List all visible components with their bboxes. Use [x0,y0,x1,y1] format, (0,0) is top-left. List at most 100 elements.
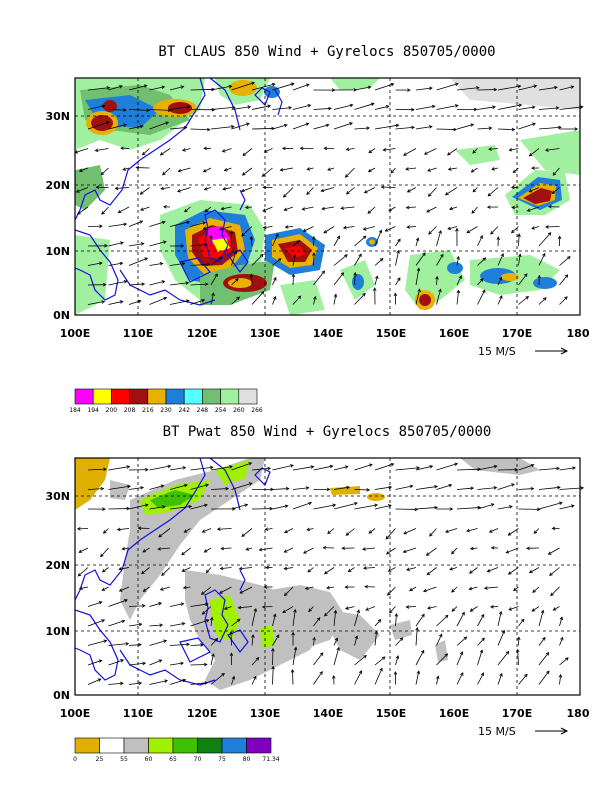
wind-arrow [223,606,232,610]
wind-arrow [292,83,310,91]
colorbar-swatch [221,737,247,754]
wind-arrow [190,262,211,267]
wind-arrow [210,465,233,471]
wind-arrow [264,527,273,531]
wind-arrow [497,483,515,490]
wind-arrow [374,504,392,510]
colorbar-tick-label: 71.34 [262,756,279,763]
wind-arrow [436,614,449,627]
wind-arrow [538,485,561,490]
wind-arrow [436,230,442,247]
wind-arrow [251,506,274,511]
wind-arrow [456,123,475,130]
wind-arrow [272,486,290,491]
wind-arrow [108,659,125,666]
wind-arrow [292,501,313,510]
wind-arrow [385,528,396,540]
wind-arrow [447,167,458,171]
panel2-title: BT Pwat 850 Wind + Gyrelocs 850705/0000 [163,424,492,440]
panel1-lon-170e: 170E [502,327,532,340]
wind-arrow [169,261,186,266]
wind-arrow [488,147,499,151]
wind-arrow [279,167,294,172]
wind-arrow [387,567,396,572]
wind-arrow [292,608,297,627]
panel1-scale-arrow [535,347,569,355]
wind-arrow [190,465,214,471]
wind-arrow [380,185,396,189]
wind-arrow [537,274,542,286]
wind-arrow [231,250,238,266]
wind-arrow [262,185,273,190]
wind-arrow [405,605,417,609]
wind-arrow [405,167,417,171]
wind-arrow [201,606,212,615]
wind-arrow [363,566,376,570]
wind-arrow [344,167,355,178]
wind-arrow [229,230,234,247]
wind-arrow [426,206,437,213]
wind-arrow [302,226,314,232]
wind-arrow [251,657,260,666]
wind-arrow [518,253,522,266]
wind-arrow [313,270,325,286]
wind-arrow [496,236,501,247]
wind-arrow [181,547,191,556]
wind-arrow [221,148,232,153]
wind-arrow [149,240,167,247]
wind-arrow [551,526,560,531]
wind-arrow [362,226,376,231]
wind-arrow [538,636,546,646]
wind-arrow [518,486,535,491]
wind-arrow [436,653,449,666]
wind-arrow [128,622,143,627]
wind-arrow [327,528,335,535]
wind-arrow [451,586,458,593]
wind-arrow [190,221,207,227]
wind-arrow [210,616,214,627]
panel2-lon-180: 180 [567,707,590,720]
wind-arrow [477,289,486,305]
wind-arrow [108,108,127,112]
wind-arrow [538,501,563,510]
wind-arrow [471,206,478,214]
wind-arrow [508,148,519,152]
panel2-lon-140e: 140E [313,707,343,720]
wind-arrow [169,504,193,510]
wind-arrow [538,651,550,666]
wind-arrow [312,636,316,646]
wind-arrow [415,485,439,490]
wind-arrow [169,678,187,685]
colorbar-swatch [129,388,149,405]
wind-arrow [516,636,521,646]
colorbar-swatch [197,737,223,754]
wind-arrow [263,148,273,153]
wind-arrow [108,241,124,247]
wind-arrow [456,275,462,286]
wind-arrow [362,547,376,551]
wind-arrow [149,623,164,627]
wind-arrow [393,292,398,305]
wind-arrow [200,586,212,595]
wind-arrow [210,273,218,286]
wind-arrow [181,148,191,152]
wind-arrow [436,127,458,132]
panel1-lon-labels: 100E 110E 120E 130E 140E 150E 160E 170E … [60,327,590,340]
wind-arrow [78,167,89,173]
wind-arrow [78,586,89,590]
panel1-lon-110e: 110E [123,327,153,340]
wind-arrow [158,528,171,538]
wind-arrow [538,125,562,130]
panel2-lat-30n: 30N [45,490,70,503]
colorbar-tick-label: 70 [194,756,202,763]
wind-arrow [390,167,396,174]
wind-arrow [423,148,437,155]
wind-arrow [210,637,219,646]
wind-arrow [538,106,560,110]
wind-arrow [272,123,288,130]
wind-arrow [468,586,478,591]
wind-arrow [222,187,232,191]
colorbar-tick-label: 60 [145,756,153,763]
wind-arrow [241,167,253,176]
